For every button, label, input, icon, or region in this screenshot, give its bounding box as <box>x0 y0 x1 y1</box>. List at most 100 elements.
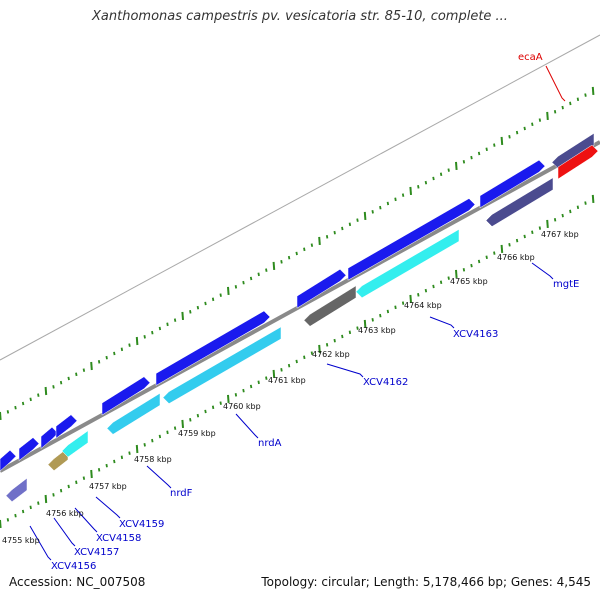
tick-mark <box>21 401 25 406</box>
tick-mark <box>379 313 382 318</box>
tick-mark <box>409 294 412 304</box>
tick-track-lower <box>0 194 595 529</box>
tick-mark <box>485 147 488 152</box>
gene-label-mgte[interactable]: mgtE <box>553 279 579 290</box>
tick-mark <box>569 101 572 106</box>
tick-mark <box>196 413 200 418</box>
gene-label-xcv4163[interactable]: XCV4163 <box>453 329 498 340</box>
tick-mark <box>500 136 504 146</box>
leader-line <box>53 517 76 547</box>
gene-label-xcv4156[interactable]: XCV4156 <box>51 561 96 572</box>
gene-label-xcv4158[interactable]: XCV4158 <box>96 533 141 544</box>
tick-mark <box>280 368 283 372</box>
tick-mark <box>569 209 572 214</box>
tick-mark <box>29 397 32 402</box>
tick-mark <box>173 426 177 430</box>
tick-mark <box>531 122 534 127</box>
gene-arrow <box>101 376 151 416</box>
tick-mark <box>356 218 359 222</box>
tick-mark <box>211 297 215 302</box>
tick-mark <box>287 255 291 260</box>
tick-mark <box>515 130 519 135</box>
tick-mark <box>158 326 162 331</box>
tick-mark <box>462 268 466 272</box>
tick-mark <box>151 438 154 443</box>
tick-mark <box>158 434 162 439</box>
tick-mark <box>90 361 93 371</box>
gene-label-nrdf[interactable]: nrdF <box>170 488 193 499</box>
gene-arrow <box>55 414 78 439</box>
scale-label: 4757 kbp <box>89 482 127 491</box>
tick-mark <box>189 418 192 422</box>
tick-mark <box>303 355 306 360</box>
tick-mark <box>44 386 48 396</box>
tick-mark <box>120 455 124 460</box>
tick-mark <box>272 261 276 271</box>
tick-mark <box>325 235 329 239</box>
tick-mark <box>584 93 587 97</box>
leader-line <box>531 262 554 280</box>
tick-mark <box>82 476 86 480</box>
gene-arrow <box>485 177 554 227</box>
tick-mark <box>303 247 306 252</box>
tick-mark <box>14 405 17 410</box>
tick-mark <box>166 430 169 435</box>
tick-mark <box>485 255 488 260</box>
tick-mark <box>234 285 238 289</box>
scale-label: 4761 kbp <box>268 376 306 385</box>
leader-line <box>95 496 121 519</box>
gene-arrow <box>355 228 460 299</box>
gene-label-ecaa[interactable]: ecaA <box>518 52 543 63</box>
leader-line <box>235 413 259 439</box>
tick-mark <box>242 280 245 285</box>
scale-label: 4759 kbp <box>178 429 216 438</box>
tick-mark <box>67 484 70 489</box>
tick-mark <box>439 280 443 285</box>
tick-mark <box>348 330 352 335</box>
tick-mark <box>386 309 390 314</box>
tick-mark <box>325 343 329 347</box>
tick-mark <box>553 218 557 222</box>
tick-mark <box>318 236 321 246</box>
tick-mark <box>394 197 397 202</box>
tick-mark <box>257 272 260 277</box>
tick-mark <box>21 509 25 514</box>
tick-mark <box>234 393 238 397</box>
tick-mark <box>287 363 291 368</box>
tick-mark <box>318 344 321 354</box>
tick-mark <box>59 488 63 493</box>
gene-label-nrda[interactable]: nrdA <box>258 438 282 449</box>
scale-label: 4758 kbp <box>134 455 172 464</box>
tick-mark <box>128 451 131 455</box>
scale-label: 4764 kbp <box>404 301 442 310</box>
tick-mark <box>424 180 428 185</box>
tick-mark <box>386 201 390 206</box>
gene-label-xcv4159[interactable]: XCV4159 <box>119 519 164 530</box>
tick-mark <box>196 305 200 310</box>
tick-mark <box>561 213 564 218</box>
leader-line <box>146 465 172 489</box>
tick-mark <box>455 269 458 279</box>
tick-mark <box>409 186 412 196</box>
tick-mark <box>52 385 55 389</box>
genome-summary: Topology: circular; Length: 5,178,466 bp… <box>261 575 591 589</box>
tick-mark <box>584 201 587 205</box>
tick-mark <box>0 519 2 529</box>
gene-arrow <box>296 268 347 309</box>
tick-mark <box>219 293 222 297</box>
gene-label-xcv4157[interactable]: XCV4157 <box>74 547 119 558</box>
tick-mark <box>120 347 124 352</box>
feature-track <box>0 132 599 503</box>
tick-mark <box>166 322 169 327</box>
leader-line <box>29 525 52 561</box>
tick-mark <box>523 234 526 239</box>
tick-mark <box>105 355 108 360</box>
tick-mark <box>576 205 580 210</box>
tick-mark <box>546 111 549 121</box>
gene-label-xcv4162[interactable]: XCV4162 <box>363 377 408 388</box>
tick-mark <box>105 463 108 468</box>
backbone-upper <box>0 34 600 361</box>
tick-mark <box>97 468 101 472</box>
tick-mark <box>265 376 268 380</box>
tick-mark <box>0 411 2 421</box>
